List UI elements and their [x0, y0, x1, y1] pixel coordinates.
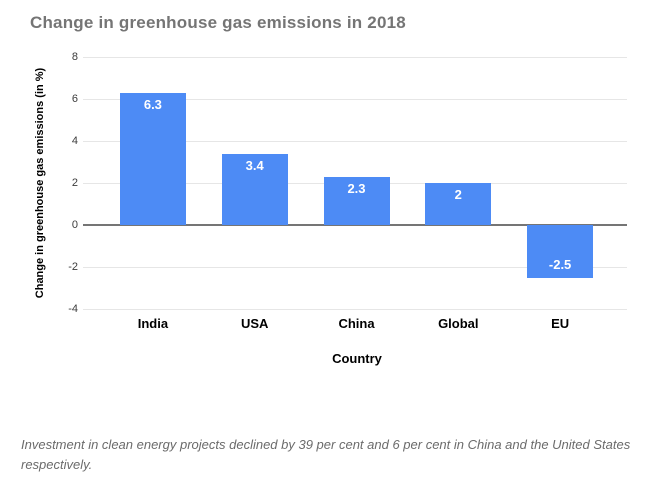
- x-category-label: China: [338, 316, 375, 331]
- x-category-label: USA: [240, 316, 269, 331]
- bar-global: 2: [425, 183, 492, 225]
- gridline: [83, 57, 627, 58]
- bar-value-label: 3.4: [245, 157, 264, 173]
- x-axis-labels: India USA China Global EU: [83, 316, 627, 332]
- x-category-label: India: [137, 316, 169, 331]
- bar-india: 6.3: [119, 92, 186, 225]
- y-tick-label: 8: [71, 51, 78, 63]
- y-tick-label: 2: [71, 177, 78, 189]
- x-axis-title: Country: [332, 351, 382, 366]
- y-tick-label: -4: [68, 303, 78, 315]
- bar-eu: -2.5: [527, 225, 594, 278]
- bar-value-label: 2: [454, 187, 462, 202]
- y-axis-ticks: 8 6 4 2 0 -2 -4: [0, 51, 78, 315]
- footnote: Investment in clean energy projects decl…: [21, 437, 631, 472]
- zero-baseline: [83, 224, 627, 226]
- gridline: [83, 99, 627, 100]
- x-category-label: EU: [551, 316, 570, 331]
- bar-value-label: 6.3: [143, 96, 162, 112]
- y-tick-label: 6: [71, 93, 78, 105]
- x-category-label: Global: [438, 316, 479, 331]
- bar-value-label: 2.3: [347, 180, 366, 196]
- bar-usa: 3.4: [221, 153, 288, 225]
- bar-china: 2.3: [323, 176, 390, 225]
- gridline: [83, 141, 627, 142]
- gridline: [83, 267, 627, 268]
- y-tick-label: -2: [68, 261, 78, 273]
- gridline: [83, 309, 627, 310]
- y-tick-label: 0: [71, 219, 78, 231]
- y-tick-label: 4: [71, 135, 78, 147]
- bar-value-label: -2.5: [548, 256, 572, 272]
- plot-area: 6.3 3.4 2.3 2 -2.5: [83, 57, 627, 310]
- chart-title: Change in greenhouse gas emissions in 20…: [30, 13, 406, 32]
